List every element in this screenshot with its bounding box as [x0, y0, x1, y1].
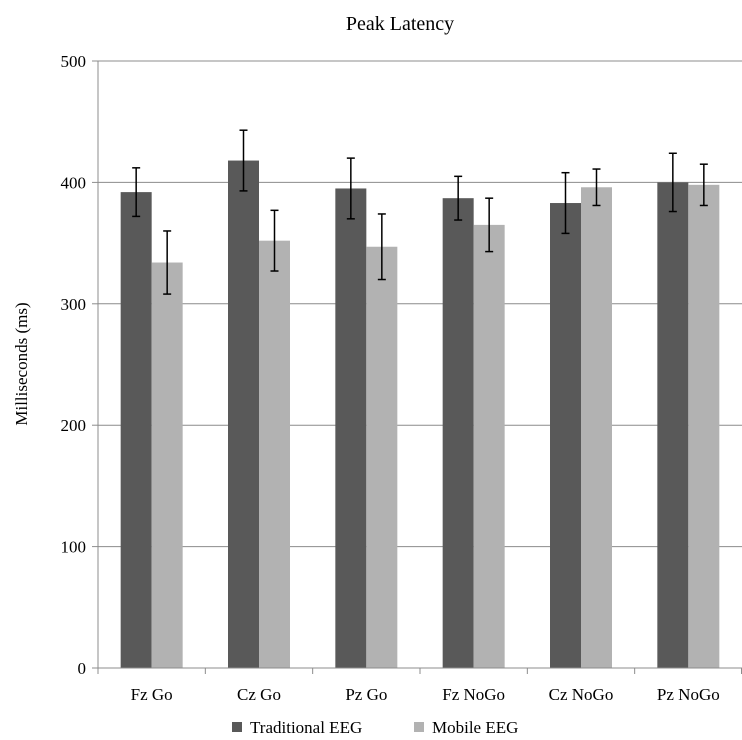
y-tick-label: 500 [61, 52, 87, 71]
bar [688, 184, 720, 668]
x-tick-label: Cz Go [237, 685, 281, 704]
bar [335, 188, 367, 668]
bar [120, 192, 152, 668]
legend-label: Mobile EEG [432, 718, 518, 737]
y-tick-label: 0 [78, 659, 87, 678]
x-tick-label: Cz NoGo [549, 685, 614, 704]
x-tick-labels: Fz Go Cz Go Pz Go Fz NoGo Cz NoGo Pz NoGo [131, 685, 720, 704]
bar [366, 246, 398, 668]
bar [228, 160, 259, 668]
x-tick-label: Fz NoGo [442, 685, 505, 704]
bar [151, 262, 183, 668]
bar [550, 203, 581, 668]
axes-group [92, 60, 742, 674]
bar [473, 224, 505, 668]
y-tick-labels: 0 100 200 300 400 500 [61, 52, 87, 678]
y-tick-label: 400 [61, 173, 87, 192]
legend: Traditional EEG Mobile EEG [232, 718, 518, 737]
bar [657, 182, 689, 668]
y-tick-label: 100 [61, 538, 87, 557]
legend-swatch [232, 722, 242, 732]
bar [442, 198, 474, 668]
y-axis-label: Milliseconds (ms) [12, 302, 31, 425]
legend-swatch [414, 722, 424, 732]
bar [581, 187, 612, 669]
bar [259, 240, 290, 668]
error-bars-group [132, 129, 708, 295]
y-tick-label: 300 [61, 295, 87, 314]
chart-title: Peak Latency [346, 13, 454, 35]
bars-group [120, 160, 720, 669]
legend-label: Traditional EEG [250, 718, 362, 737]
x-tick-label: Pz Go [345, 685, 387, 704]
gridlines [98, 60, 742, 548]
x-tick-label: Pz NoGo [657, 685, 720, 704]
x-tick-label: Fz Go [131, 685, 173, 704]
y-tick-label: 200 [61, 416, 87, 435]
